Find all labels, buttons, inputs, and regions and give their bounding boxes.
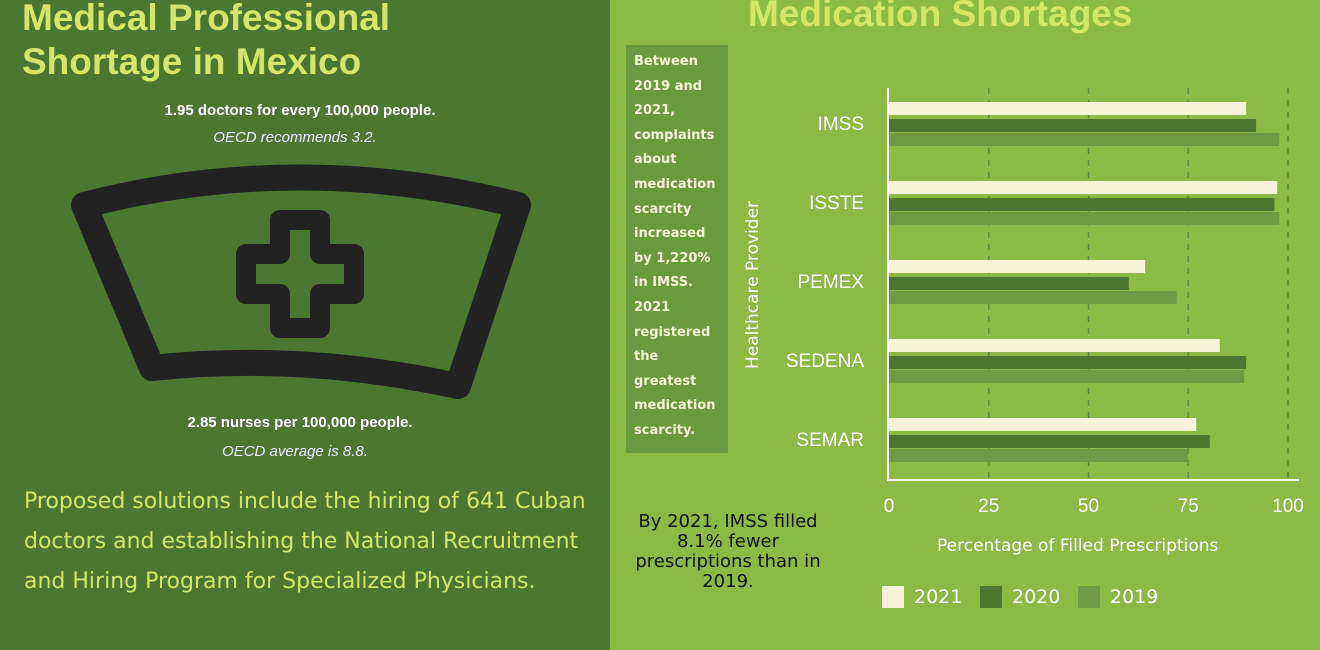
legend-label: 2020	[1012, 586, 1061, 608]
bar-isste-2021	[889, 181, 1278, 194]
bar-semar-2019	[889, 449, 1188, 462]
nurses-stat: 2.85 nurses per 100,000 people.	[187, 414, 413, 431]
cross-icon	[236, 210, 364, 338]
bar-pemex-2021	[889, 260, 1146, 273]
legend-2019: 2019	[1078, 586, 1158, 608]
legend-swatch	[1078, 586, 1100, 608]
bar-sedena-2019	[889, 370, 1245, 383]
y-axis-label: Healthcare Provider	[743, 200, 763, 370]
legend-swatch	[980, 586, 1002, 608]
bar-imss-2019	[889, 133, 1280, 146]
legend-swatch	[882, 586, 904, 608]
complaints-note: Between 2019 and 2021, complaints about …	[626, 45, 728, 453]
medication-title: Medication Shortages	[748, 0, 1133, 34]
bar-sedena-2021	[889, 339, 1220, 352]
legend-label: 2019	[1110, 586, 1159, 608]
bar-pemex-2020	[889, 277, 1129, 290]
left-title: Medical Professional Shortage in Mexico	[22, 0, 390, 84]
category-label: SEDENA	[785, 351, 864, 372]
x-axis-label: Percentage of Filled Prescriptions	[937, 536, 1219, 556]
category-label: PEMEX	[797, 272, 864, 293]
title-line-1: Medical Professional	[22, 0, 391, 38]
doctors-stat: 1.95 doctors for every 100,000 people.	[164, 102, 436, 119]
solutions-text: Proposed solutions include the hiring of…	[24, 489, 586, 594]
bar-pemex-2019	[889, 291, 1177, 304]
doctors-sub: OECD recommends 3.2.	[213, 129, 377, 146]
category-label: SEMAR	[796, 430, 864, 451]
bar-isste-2020	[889, 198, 1275, 211]
category-label: IMSS	[817, 114, 864, 135]
category-label: ISSTE	[809, 193, 864, 214]
x-tick-label: 25	[978, 496, 1000, 517]
bar-isste-2019	[889, 212, 1280, 225]
nurse-cap-icon	[71, 164, 531, 399]
title-line-2: Shortage in Mexico	[22, 41, 362, 82]
bar-imss-2020	[889, 119, 1257, 132]
x-tick-label: 75	[1177, 496, 1199, 517]
legend-2020: 2020	[980, 586, 1060, 608]
nurses-sub: OECD average is 8.8.	[222, 443, 368, 460]
bar-imss-2021	[889, 102, 1247, 115]
left-panel: Medical Professional Shortage in Mexico …	[0, 0, 610, 650]
x-tick-label: 50	[1077, 496, 1100, 517]
legend-label: 2021	[914, 586, 963, 608]
legend-2021: 2021	[882, 586, 962, 608]
bar-semar-2021	[889, 418, 1197, 431]
bar-semar-2020	[889, 435, 1210, 448]
bar-sedena-2020	[889, 356, 1247, 369]
imss-fact: By 2021, IMSS filled 8.1% fewer prescrip…	[635, 511, 821, 592]
x-tick-label: 0	[883, 496, 895, 517]
x-tick-label: 100	[1272, 496, 1304, 517]
